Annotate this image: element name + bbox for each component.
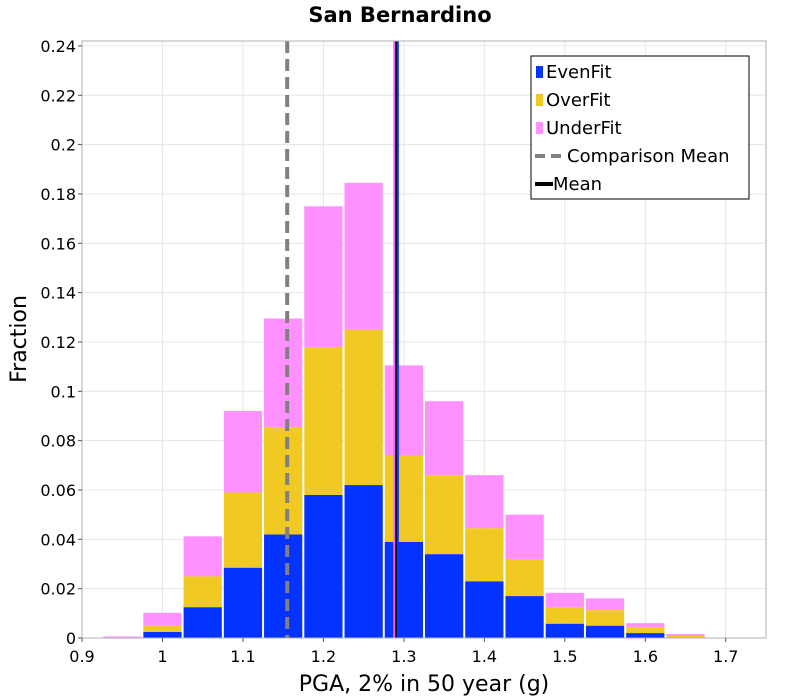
chart-title: San Bernardino bbox=[308, 3, 491, 27]
bar-evenfit-11 bbox=[545, 623, 584, 638]
x-tick-label-4: 1.3 bbox=[391, 647, 416, 666]
bar-evenfit-13 bbox=[626, 633, 665, 638]
x-tick-label-7: 1.6 bbox=[633, 647, 658, 666]
y-axis-label: Fraction bbox=[7, 295, 32, 383]
bar-evenfit-6 bbox=[344, 485, 383, 638]
legend-swatch-evenfit bbox=[536, 66, 543, 78]
bar-overfit-4 bbox=[264, 427, 303, 535]
bar-evenfit-12 bbox=[585, 625, 625, 638]
bar-underfit-11 bbox=[545, 592, 584, 608]
legend-swatch-overfit bbox=[536, 94, 543, 106]
x-tick-label-8: 1.7 bbox=[713, 647, 738, 666]
bar-overfit-5 bbox=[304, 346, 343, 495]
bar-underfit-5 bbox=[304, 206, 343, 347]
y-axis-ticks: 0 0.02 0.04 0.06 0.08 0.1 0.12 0.14 0.16 0.18 0.2 0… bbox=[40, 37, 82, 648]
y-tick-label-5: 0.1 bbox=[51, 382, 76, 401]
bar-evenfit-4 bbox=[264, 534, 303, 638]
legend-swatch-underfit bbox=[536, 122, 543, 134]
bar-underfit-0 bbox=[103, 636, 142, 638]
bar-underfit-13 bbox=[626, 623, 665, 628]
bar-evenfit-8 bbox=[425, 554, 464, 638]
x-tick-label-1: 1 bbox=[157, 647, 167, 666]
y-tick-label-9: 0.18 bbox=[40, 185, 76, 204]
x-tick-label-3: 1.2 bbox=[311, 647, 336, 666]
bar-evenfit-9 bbox=[465, 581, 504, 638]
y-tick-label-0: 0 bbox=[66, 629, 76, 648]
bar-evenfit-7 bbox=[384, 541, 423, 638]
bar-overfit-7 bbox=[384, 455, 423, 542]
bar-overfit-9 bbox=[465, 528, 504, 582]
legend-label-overfit: OverFit bbox=[546, 90, 610, 111]
y-tick-label-2: 0.04 bbox=[40, 530, 76, 549]
bar-evenfit-5 bbox=[304, 494, 343, 638]
bar-overfit-8 bbox=[425, 475, 464, 555]
bar-underfit-12 bbox=[585, 598, 625, 611]
x-tick-label-0: 0.9 bbox=[69, 647, 94, 666]
y-tick-label-3: 0.06 bbox=[40, 481, 76, 500]
bar-evenfit-2 bbox=[183, 607, 222, 638]
bar-underfit-2 bbox=[183, 536, 222, 577]
y-tick-label-1: 0.02 bbox=[40, 580, 76, 599]
bar-underfit-8 bbox=[425, 401, 464, 476]
y-tick-label-12: 0.24 bbox=[40, 37, 76, 56]
bar-underfit-7 bbox=[384, 365, 423, 456]
x-tick-label-6: 1.5 bbox=[552, 647, 577, 666]
bar-overfit-2 bbox=[183, 576, 222, 608]
y-tick-label-8: 0.16 bbox=[40, 234, 76, 253]
legend-label-underfit: UnderFit bbox=[546, 118, 622, 139]
y-tick-label-10: 0.2 bbox=[51, 136, 76, 155]
y-tick-label-7: 0.14 bbox=[40, 284, 76, 303]
bar-underfit-3 bbox=[223, 411, 263, 493]
y-tick-label-11: 0.22 bbox=[40, 86, 76, 105]
bar-overfit-14 bbox=[666, 636, 705, 638]
bar-underfit-1 bbox=[143, 612, 182, 626]
bar-overfit-11 bbox=[545, 607, 584, 624]
x-axis-ticks: 0.9 1 1.1 1.2 1.3 1.4 1.5 1.6 1.7 bbox=[69, 638, 738, 666]
bar-underfit-9 bbox=[465, 475, 504, 529]
bar-evenfit-3 bbox=[223, 567, 263, 638]
legend-label-evenfit: EvenFit bbox=[546, 62, 612, 83]
bar-underfit-10 bbox=[505, 514, 544, 560]
bar-evenfit-10 bbox=[505, 596, 544, 638]
bar-evenfit-1 bbox=[143, 631, 182, 638]
bar-underfit-14 bbox=[666, 634, 705, 637]
bar-overfit-10 bbox=[505, 559, 544, 597]
bar-underfit-4 bbox=[264, 318, 303, 428]
legend-box bbox=[530, 55, 750, 200]
legend-label-mean: Mean bbox=[553, 174, 602, 195]
reference-lines bbox=[285, 41, 399, 638]
legend-label-comparison-mean: Comparison Mean bbox=[567, 146, 730, 167]
x-tick-label-2: 1.1 bbox=[230, 647, 255, 666]
bar-underfit-6 bbox=[344, 182, 383, 330]
x-axis-label: PGA, 2% in 50 year (g) bbox=[299, 672, 550, 697]
bar-overfit-6 bbox=[344, 329, 383, 486]
bar-overfit-12 bbox=[585, 610, 625, 626]
bars bbox=[103, 182, 745, 638]
y-tick-label-4: 0.08 bbox=[40, 432, 76, 451]
bar-overfit-13 bbox=[626, 627, 665, 634]
plot-frame bbox=[81, 40, 767, 639]
legend: EvenFit OverFit UnderFit Comparison Mean Mea… bbox=[530, 55, 750, 200]
y-tick-label-6: 0.12 bbox=[40, 333, 76, 352]
bar-overfit-3 bbox=[223, 492, 263, 568]
x-tick-label-5: 1.4 bbox=[472, 647, 497, 666]
bar-overfit-1 bbox=[143, 625, 182, 632]
